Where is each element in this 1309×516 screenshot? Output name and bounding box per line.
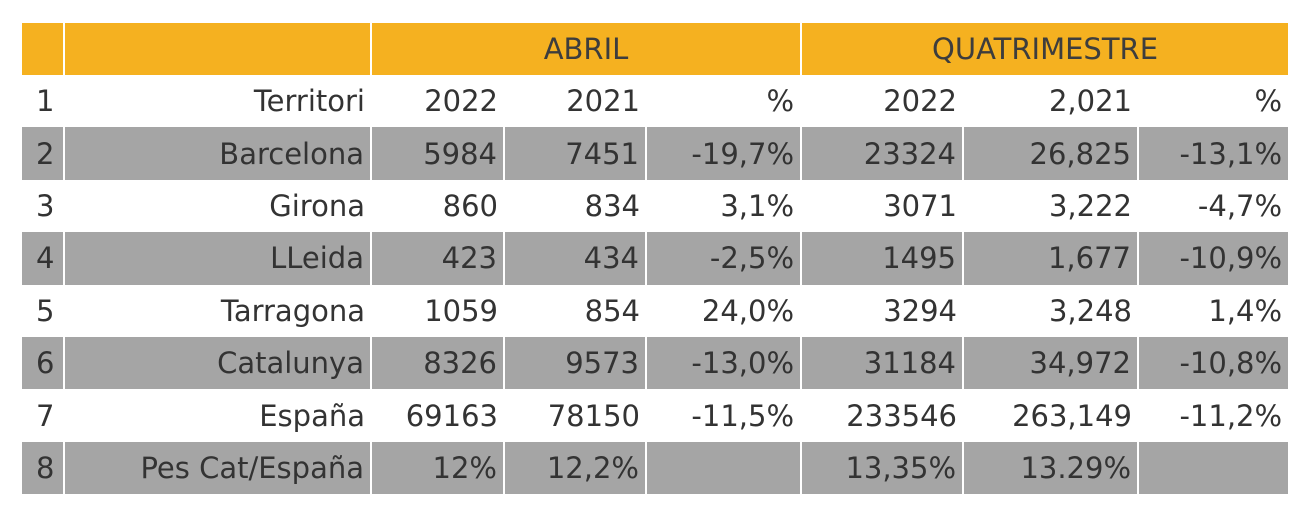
- table-cell: 263,149: [1012, 398, 1133, 433]
- table-cell: -4,7%: [1197, 188, 1283, 223]
- row-index: 7: [36, 398, 55, 433]
- territory-cell: Pes Cat/España: [63, 441, 371, 495]
- data-table: ABRIL QUATRIMESTRE 1 Territori 2022 2021…: [22, 23, 1289, 495]
- table-cell: 31184: [800, 336, 964, 390]
- table-cell: 233546: [800, 389, 964, 442]
- table-cell: 1059: [424, 293, 498, 328]
- column-header-territori: Territori: [63, 75, 371, 128]
- row-index: 2: [22, 127, 64, 180]
- table-cell: 3,1%: [720, 188, 795, 223]
- column-header-abril-pct: %: [766, 84, 795, 119]
- table-cell: -11,5%: [691, 398, 795, 433]
- table-cell: 12%: [370, 441, 504, 495]
- column-header-abril-2022: 2022: [424, 84, 498, 119]
- column-header-quatrimestre-2021: 2,021: [1048, 84, 1133, 119]
- territory-cell: Girona: [63, 179, 371, 233]
- table-cell: -13,0%: [644, 336, 802, 390]
- table-cell: [1137, 441, 1289, 495]
- table-cell: -19,7%: [644, 127, 802, 180]
- row-index: 6: [22, 336, 64, 390]
- header-corner-cell: [22, 23, 64, 75]
- row-index: 8: [22, 441, 64, 495]
- territory-cell: Catalunya: [63, 336, 371, 390]
- row-index: 1: [36, 84, 55, 119]
- territory-cell: Tarragona: [63, 284, 371, 337]
- table-cell: -13,1%: [1137, 127, 1289, 180]
- group-header-abril: ABRIL: [369, 23, 802, 75]
- table-cell: 26,825: [962, 127, 1139, 180]
- table-cell: -10,8%: [1137, 336, 1289, 390]
- territory-cell: España: [63, 389, 371, 442]
- table-cell: 860: [442, 188, 498, 223]
- row-index: 5: [36, 293, 55, 328]
- column-header-quatrimestre-pct: %: [1254, 84, 1283, 119]
- table-cell: 24,0%: [701, 293, 795, 328]
- territory-cell: Barcelona: [63, 127, 371, 180]
- table-cell: 13,35%: [800, 441, 964, 495]
- table-cell: 3294: [800, 284, 964, 337]
- table-cell: 3,248: [1048, 293, 1133, 328]
- table-cell: 1,677: [962, 232, 1139, 285]
- table-cell: 69163: [405, 398, 498, 433]
- table-cell: 12,2%: [503, 441, 646, 495]
- table-row: 7 España 69163 78150 -11,5% 233546 263,1…: [22, 389, 1288, 442]
- table-row: 5 Tarragona 1059 854 24,0% 3294 3,248 1,…: [22, 284, 1288, 337]
- table-cell: 7451: [503, 127, 646, 180]
- table-row: 1 Territori 2022 2021 % 2022 2,021 %: [22, 75, 1288, 128]
- table-cell: 1,4%: [1208, 293, 1283, 328]
- table-row: 3 Girona 860 834 3,1% 3071 3,222 -4,7%: [22, 179, 1288, 233]
- table-cell: -11,2%: [1179, 398, 1283, 433]
- header-blank-cell: [63, 23, 371, 75]
- table-row: 8 Pes Cat/España 12% 12,2% 13,35% 13.29%: [22, 441, 1289, 495]
- table-cell: 3071: [800, 179, 964, 233]
- row-index: 3: [36, 188, 55, 223]
- table-cell: 1495: [800, 232, 964, 285]
- table-cell: 34,972: [962, 336, 1139, 390]
- table-cell: [644, 441, 802, 495]
- row-index: 4: [22, 232, 64, 285]
- table-cell: 9573: [503, 336, 646, 390]
- column-header-abril-2021: 2021: [566, 84, 640, 119]
- table-row: 6 Catalunya 8326 9573 -13,0% 31184 34,97…: [22, 336, 1289, 390]
- table-cell: 23324: [800, 127, 964, 180]
- group-header-quatrimestre: QUATRIMESTRE: [800, 23, 1289, 75]
- table-cell: 3,222: [1048, 188, 1133, 223]
- table-cell: 854: [584, 293, 640, 328]
- column-header-quatrimestre-2022: 2022: [800, 75, 964, 128]
- table-cell: -2,5%: [644, 232, 802, 285]
- table-cell: 834: [584, 188, 640, 223]
- table-cell: 13.29%: [962, 441, 1139, 495]
- table-cell: 8326: [370, 336, 504, 390]
- group-header-row: ABRIL QUATRIMESTRE: [22, 23, 1289, 75]
- table-cell: 78150: [547, 398, 640, 433]
- table-cell: -10,9%: [1137, 232, 1289, 285]
- table-cell: 5984: [370, 127, 504, 180]
- territory-cell: LLeida: [63, 232, 371, 285]
- table-cell: 434: [503, 232, 646, 285]
- table-cell: 423: [370, 232, 504, 285]
- table-row: 2 Barcelona 5984 7451 -19,7% 23324 26,82…: [22, 127, 1289, 180]
- table-row: 4 LLeida 423 434 -2,5% 1495 1,677 -10,9%: [22, 232, 1289, 285]
